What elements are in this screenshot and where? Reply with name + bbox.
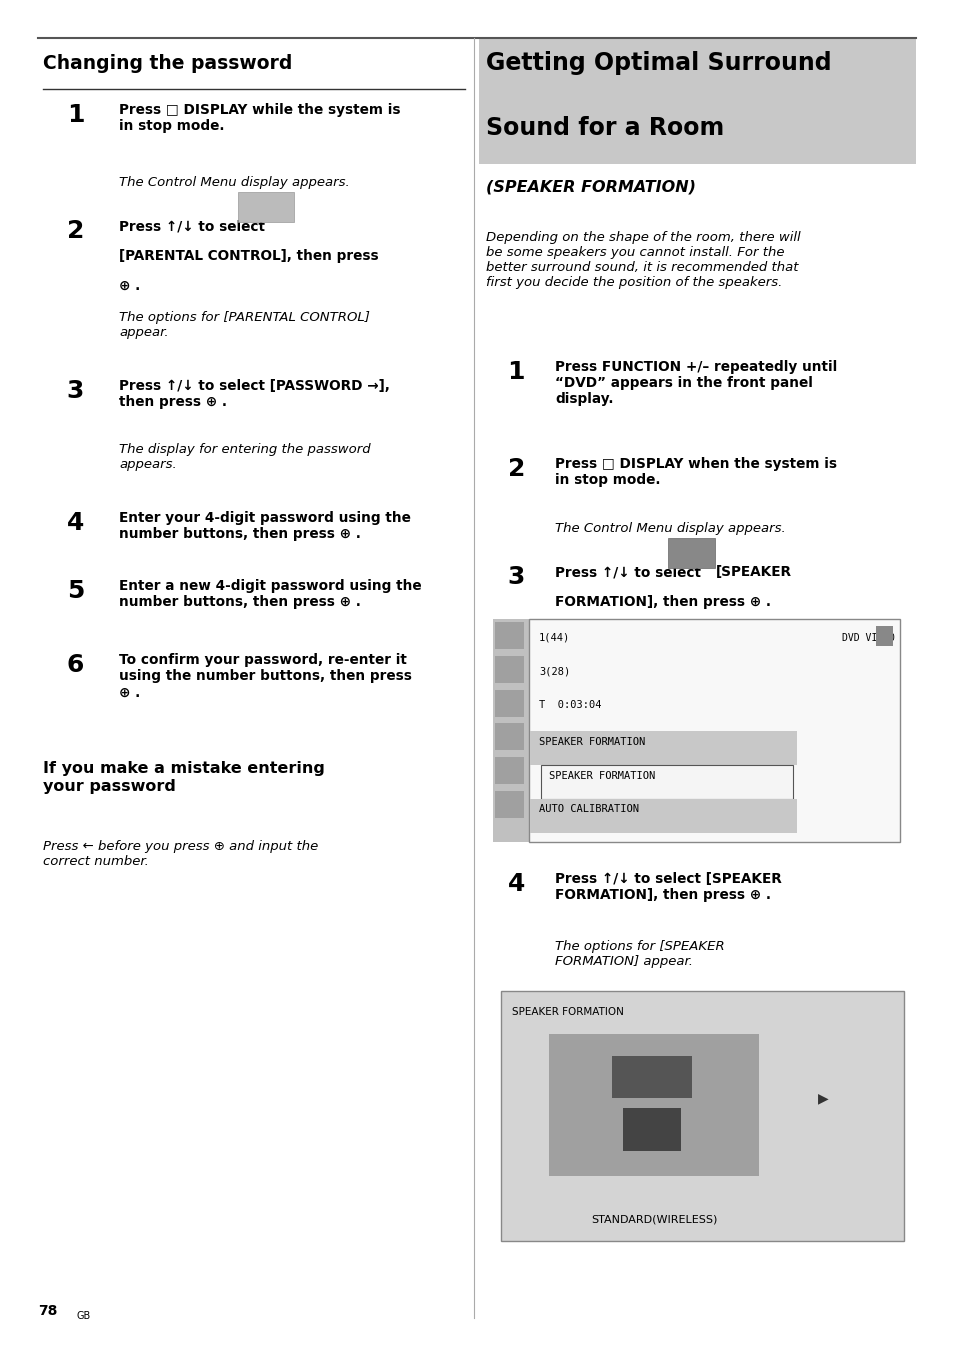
Text: 4: 4 [507, 872, 524, 896]
FancyBboxPatch shape [478, 38, 915, 164]
FancyBboxPatch shape [500, 991, 903, 1241]
Text: 3: 3 [507, 565, 524, 589]
Text: 78: 78 [38, 1305, 57, 1318]
Text: Press ↑/↓ to select [SPEAKER
FORMATION], then press ⊕ .: Press ↑/↓ to select [SPEAKER FORMATION],… [555, 872, 781, 902]
FancyBboxPatch shape [493, 619, 529, 842]
FancyBboxPatch shape [530, 731, 796, 765]
Text: 1: 1 [507, 360, 524, 384]
FancyBboxPatch shape [530, 799, 796, 833]
Text: 2: 2 [67, 219, 84, 243]
FancyBboxPatch shape [612, 1056, 691, 1098]
Text: Sound for a Room: Sound for a Room [485, 116, 723, 141]
Text: 3(28): 3(28) [538, 667, 570, 676]
Text: The display for entering the password
appears.: The display for entering the password ap… [119, 443, 371, 472]
Text: Press ← before you press ⊕ and input the
correct number.: Press ← before you press ⊕ and input the… [43, 840, 318, 868]
Text: Press ↑/↓ to select [PASSWORD →],
then press ⊕ .: Press ↑/↓ to select [PASSWORD →], then p… [119, 379, 390, 408]
Text: Press ↑/↓ to select: Press ↑/↓ to select [555, 565, 700, 579]
FancyBboxPatch shape [495, 723, 523, 750]
Text: 1(44): 1(44) [538, 633, 570, 642]
Text: Press ↑/↓ to select: Press ↑/↓ to select [119, 219, 265, 233]
Text: 1: 1 [67, 103, 84, 127]
FancyBboxPatch shape [495, 757, 523, 784]
Text: The Control Menu display appears.: The Control Menu display appears. [555, 522, 785, 535]
Text: Changing the password: Changing the password [43, 54, 292, 73]
FancyBboxPatch shape [622, 1109, 680, 1151]
Text: ⊕ .: ⊕ . [119, 279, 140, 292]
Text: SPEAKER FORMATION: SPEAKER FORMATION [548, 771, 654, 780]
FancyBboxPatch shape [540, 765, 792, 799]
Text: ▶: ▶ [818, 1091, 828, 1106]
FancyBboxPatch shape [238, 192, 294, 222]
Text: The Control Menu display appears.: The Control Menu display appears. [119, 176, 350, 189]
FancyBboxPatch shape [875, 626, 892, 646]
FancyBboxPatch shape [495, 791, 523, 818]
FancyBboxPatch shape [495, 622, 523, 649]
FancyBboxPatch shape [495, 690, 523, 717]
Text: STANDARD(WIRELESS): STANDARD(WIRELESS) [591, 1215, 717, 1225]
Text: The options for [PARENTAL CONTROL]
appear.: The options for [PARENTAL CONTROL] appea… [119, 311, 370, 339]
FancyBboxPatch shape [495, 656, 523, 683]
FancyBboxPatch shape [667, 538, 715, 568]
Text: Getting Optimal Surround: Getting Optimal Surround [485, 51, 830, 76]
Text: GB: GB [76, 1311, 91, 1321]
Text: (SPEAKER FORMATION): (SPEAKER FORMATION) [485, 180, 695, 195]
Text: Press □ DISPLAY while the system is
in stop mode.: Press □ DISPLAY while the system is in s… [119, 103, 400, 132]
Text: Enter your 4-digit password using the
number buttons, then press ⊕ .: Enter your 4-digit password using the nu… [119, 511, 411, 541]
Text: 6: 6 [67, 653, 84, 677]
FancyBboxPatch shape [529, 619, 899, 842]
Text: The options for [SPEAKER
FORMATION] appear.: The options for [SPEAKER FORMATION] appe… [555, 940, 724, 968]
Text: Press □ DISPLAY when the system is
in stop mode.: Press □ DISPLAY when the system is in st… [555, 457, 837, 487]
Text: 2: 2 [507, 457, 524, 481]
Text: Depending on the shape of the room, there will
be some speakers you cannot insta: Depending on the shape of the room, ther… [485, 231, 800, 289]
Text: 5: 5 [67, 579, 84, 603]
Text: 3: 3 [67, 379, 84, 403]
Text: If you make a mistake entering
your password: If you make a mistake entering your pass… [43, 761, 324, 794]
FancyBboxPatch shape [549, 1034, 759, 1176]
Text: AUTO CALIBRATION: AUTO CALIBRATION [538, 804, 639, 814]
Text: SPEAKER FORMATION: SPEAKER FORMATION [512, 1007, 623, 1017]
Text: SPEAKER FORMATION: SPEAKER FORMATION [538, 737, 644, 746]
Text: T  0:03:04: T 0:03:04 [538, 700, 601, 710]
Text: To confirm your password, re-enter it
using the number buttons, then press
⊕ .: To confirm your password, re-enter it us… [119, 653, 412, 699]
Text: [PARENTAL CONTROL], then press: [PARENTAL CONTROL], then press [119, 249, 378, 262]
Text: [SPEAKER: [SPEAKER [715, 565, 791, 579]
Text: 4: 4 [67, 511, 84, 535]
Text: FORMATION], then press ⊕ .: FORMATION], then press ⊕ . [555, 595, 770, 608]
Text: DVD VIDEO: DVD VIDEO [841, 633, 894, 642]
Text: Press FUNCTION +/– repeatedly until
“DVD” appears in the front panel
display.: Press FUNCTION +/– repeatedly until “DVD… [555, 360, 837, 406]
Text: Enter a new 4-digit password using the
number buttons, then press ⊕ .: Enter a new 4-digit password using the n… [119, 579, 421, 608]
